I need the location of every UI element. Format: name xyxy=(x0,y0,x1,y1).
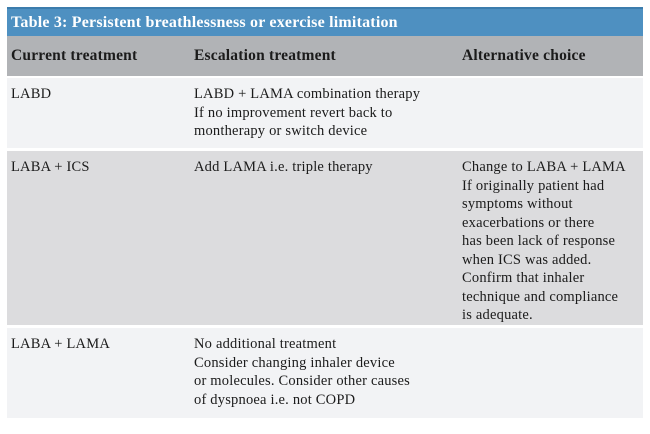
table-row-laba-lama: LABA + LAMA No additional treatment Cons… xyxy=(7,328,643,418)
cell-current-treatment: LABA + ICS xyxy=(11,159,90,175)
column-header-escalation-treatment: Escalation treatment xyxy=(194,46,336,64)
table-row-laba-ics: LABA + ICS Add LAMA i.e. triple therapy … xyxy=(7,151,643,325)
cell-escalation-treatment: No additional treatment Consider changin… xyxy=(194,336,410,408)
cell-alternative-choice xyxy=(458,78,643,148)
cell-alternative-choice: Change to LABA + LAMA If originally pati… xyxy=(462,159,626,323)
table-3-persistent-breathlessness: Table 3: Persistent breathlessness or ex… xyxy=(7,7,643,418)
cell-escalation-treatment: LABD + LAMA combination therapy If no im… xyxy=(194,86,421,139)
cell-current-treatment: LABD xyxy=(11,86,52,102)
column-header-current-treatment: Current treatment xyxy=(11,46,138,64)
table-header-row: Current treatment Escalation treatment A… xyxy=(7,36,643,76)
cell-escalation-treatment: Add LAMA i.e. triple therapy xyxy=(194,159,373,175)
table-row-labd: LABD LABD + LAMA combination therapy If … xyxy=(7,78,643,148)
column-header-alternative-choice: Alternative choice xyxy=(462,46,586,64)
cell-alternative-choice xyxy=(458,328,643,418)
table-title-bar: Table 3: Persistent breathlessness or ex… xyxy=(7,7,643,36)
cell-current-treatment: LABA + LAMA xyxy=(11,336,110,352)
table-title: Table 3: Persistent breathlessness or ex… xyxy=(11,13,398,31)
